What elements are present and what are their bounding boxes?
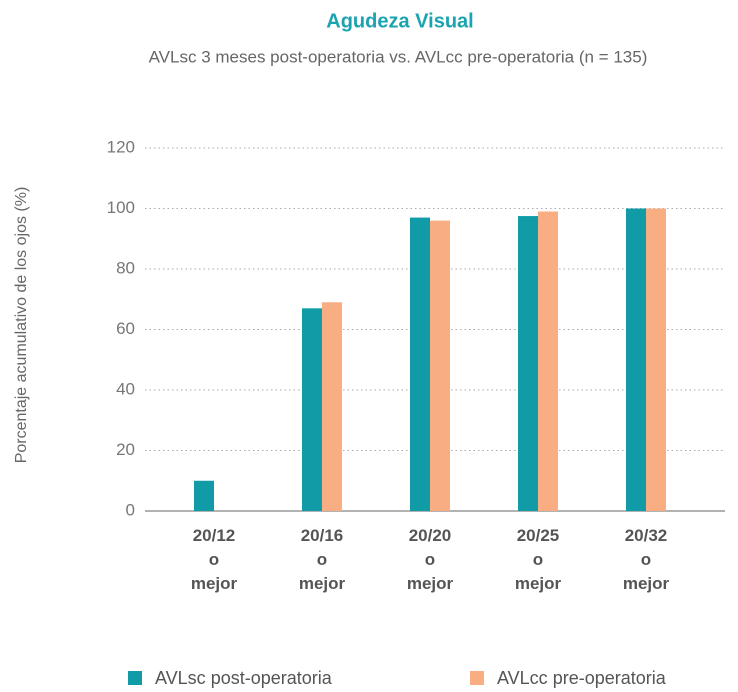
bar xyxy=(322,302,342,511)
x-tick-label: 20/20 o mejor xyxy=(406,526,454,593)
x-tick-label: 20/25 o mejor xyxy=(514,526,562,593)
y-tick-label: 60 xyxy=(116,319,135,338)
bar xyxy=(646,208,666,511)
legend-swatch xyxy=(470,671,484,685)
bar xyxy=(302,308,322,511)
x-tick-label: 20/32 o mejor xyxy=(622,526,670,593)
y-axis-label: Porcentaje acumulativo de los ojos (%) xyxy=(13,187,30,464)
y-tick-label: 120 xyxy=(107,137,135,156)
legend-swatch xyxy=(128,671,142,685)
chart-subtitle: AVLsc 3 meses post-operatoria vs. AVLcc … xyxy=(149,47,648,66)
y-tick-label: 0 xyxy=(126,500,135,519)
chart-title: Agudeza Visual xyxy=(326,10,473,32)
bar xyxy=(626,208,646,511)
x-tick-label: 20/12 o mejor xyxy=(190,526,238,593)
y-tick-label: 100 xyxy=(107,198,135,217)
bar xyxy=(518,216,538,511)
bar xyxy=(430,220,450,511)
bar xyxy=(194,480,214,511)
y-tick-label: 20 xyxy=(116,440,135,459)
y-tick-label: 80 xyxy=(116,258,135,277)
legend-label: AVLsc post-operatoria xyxy=(155,668,333,688)
bar xyxy=(410,217,430,511)
legend-label: AVLcc pre-operatoria xyxy=(497,668,667,688)
bar xyxy=(538,211,558,511)
y-tick-label: 40 xyxy=(116,379,135,398)
x-tick-label: 20/16 o mejor xyxy=(298,526,346,593)
